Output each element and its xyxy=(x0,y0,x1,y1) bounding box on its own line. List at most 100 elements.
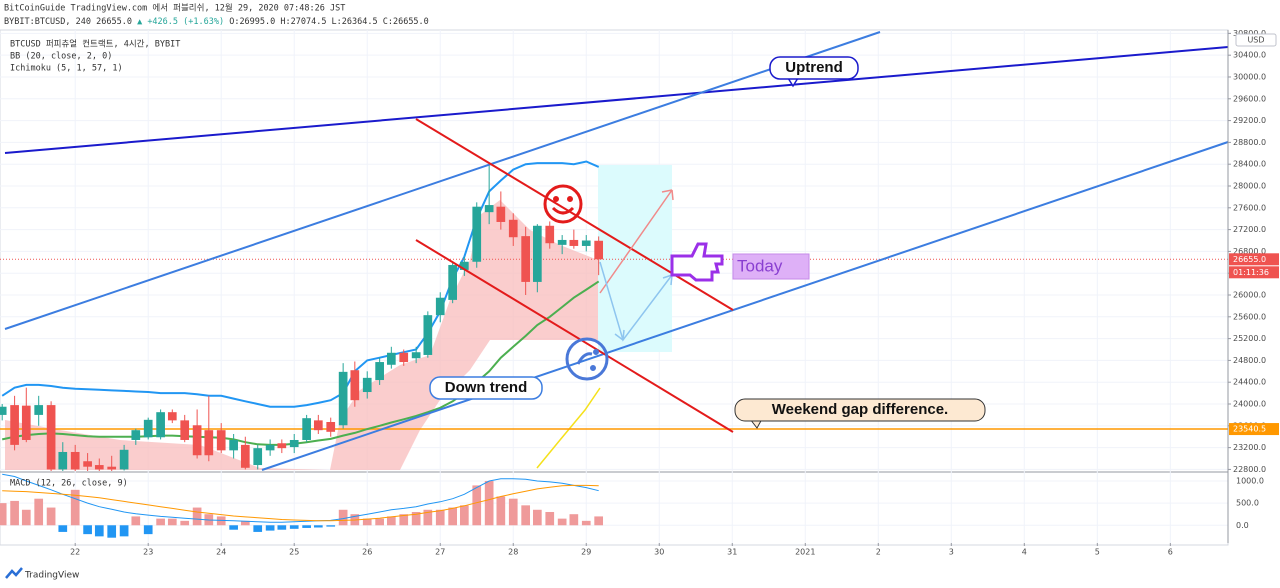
bb-upper xyxy=(1,160,600,408)
macd-bar xyxy=(119,525,129,537)
candle-body xyxy=(448,265,457,300)
y-tick-label: 28400.0 xyxy=(1233,160,1266,169)
pointing-hand xyxy=(670,242,724,282)
symbol-line: BYBIT:BTCUSD, 240 26655.0 ▲ +426.5 (+1.6… xyxy=(4,17,429,27)
macd-bar xyxy=(375,518,384,526)
change: ▲ +426.5 (+1.63%) xyxy=(137,17,224,27)
candle-body xyxy=(216,430,226,451)
candle-body xyxy=(94,465,104,470)
candle-body xyxy=(204,430,214,456)
macd-bar xyxy=(0,503,7,526)
footer-logo: TradingView xyxy=(5,567,79,581)
trend-line xyxy=(415,239,734,433)
candle-body xyxy=(156,412,165,438)
candle-body xyxy=(167,412,177,421)
candle-body xyxy=(229,439,238,451)
macd-bar xyxy=(459,505,469,526)
macd-bar xyxy=(302,525,311,528)
macd-bar xyxy=(46,507,56,526)
candle-body xyxy=(70,451,80,470)
hline-label: 23540.5 xyxy=(1233,425,1266,434)
macd-bar xyxy=(143,525,153,535)
countdown: 01:11:36 xyxy=(1233,268,1269,277)
y-tick-label: 30400.0 xyxy=(1233,51,1266,60)
candle-body xyxy=(338,371,348,426)
candle-body xyxy=(180,420,190,440)
macd-bar xyxy=(423,509,433,526)
last-price-box xyxy=(1229,253,1279,266)
x-tick-label: 6 xyxy=(1168,548,1173,557)
x-tick-label: 24 xyxy=(216,548,226,557)
macd-bar xyxy=(58,525,68,532)
y-tick-label: 24400.0 xyxy=(1233,378,1266,387)
candle-body xyxy=(545,225,555,244)
x-tick-label: 30 xyxy=(654,548,664,557)
candle-body xyxy=(34,405,44,415)
legend-bb: BB (20, close, 2, 0) xyxy=(10,52,112,62)
candle-body xyxy=(46,405,56,470)
candles xyxy=(0,164,604,471)
candle-body xyxy=(253,448,263,466)
countdown-box xyxy=(1229,266,1279,279)
candle-body xyxy=(423,315,433,355)
macd-bar xyxy=(180,520,190,526)
happy-face xyxy=(543,184,583,224)
y-tick-label: 25600.0 xyxy=(1233,312,1266,321)
y-tick-label: 24800.0 xyxy=(1233,356,1266,365)
candle-body xyxy=(459,261,469,270)
symbol: BYBIT:BTCUSD, 240 xyxy=(4,17,91,27)
ichimoku-cloud xyxy=(5,200,598,470)
candle-body xyxy=(411,352,421,359)
x-tick-label: 25 xyxy=(289,548,299,557)
y-tick-label: 22800.0 xyxy=(1233,465,1266,474)
ohlc: O:26995.0 H:27074.5 L:26364.5 C:26655.0 xyxy=(229,17,429,27)
candle-body xyxy=(594,240,604,260)
x-tick-label: 27 xyxy=(435,548,445,557)
candle-body xyxy=(83,461,92,467)
macd-bar xyxy=(83,525,92,535)
candle-body xyxy=(277,443,287,449)
signal-line xyxy=(2,484,599,522)
indicators xyxy=(0,160,1228,446)
annotation-text: Down trend xyxy=(445,379,528,396)
macd-bar xyxy=(557,518,567,526)
macd-bar xyxy=(156,518,165,526)
macd-bar xyxy=(240,520,250,526)
x-tick-label: 5 xyxy=(1095,548,1100,557)
macd-bar xyxy=(326,525,336,527)
candle-body xyxy=(0,406,7,415)
y-tick-label: 25200.0 xyxy=(1233,334,1266,343)
macd-bar xyxy=(313,525,323,528)
macd-bar xyxy=(362,518,372,526)
candle-body xyxy=(375,362,384,381)
macd-bar xyxy=(265,525,275,531)
trend-line xyxy=(4,31,881,330)
x-tick-label: 28 xyxy=(508,548,518,557)
drawings: Uptrend Down trend Weekend gap differenc… xyxy=(4,31,1229,471)
y-tick-label: 28800.0 xyxy=(1233,138,1266,147)
main-layer xyxy=(0,160,1228,471)
candle-body xyxy=(362,377,372,393)
macd-bar xyxy=(545,511,555,526)
macd-bar xyxy=(70,489,80,526)
trend-line xyxy=(261,141,1229,471)
publisher: BitCoinGuide TradingView.com 에서 퍼블리쉬, 12… xyxy=(4,3,345,14)
arrow xyxy=(599,261,673,342)
candle-body xyxy=(289,439,299,448)
x-tick-label: 29 xyxy=(581,548,591,557)
legend-symbol: BTCUSD 퍼피츄얼 컨트랙트, 4시간, BYBIT xyxy=(10,39,180,50)
trend-line xyxy=(415,118,734,311)
macd-bar xyxy=(21,509,31,526)
candle-body xyxy=(313,420,323,431)
candle-body xyxy=(119,449,129,470)
candle-body xyxy=(557,239,567,245)
macd-bar xyxy=(253,525,263,532)
weekend-gap-label: Weekend gap difference. xyxy=(734,398,986,429)
candle-body xyxy=(131,430,141,440)
macd-bar xyxy=(386,516,396,526)
annotation-text: Weekend gap difference. xyxy=(772,401,948,418)
candle-body xyxy=(192,425,202,456)
macd-bar xyxy=(338,509,348,526)
candle-body xyxy=(484,205,494,213)
